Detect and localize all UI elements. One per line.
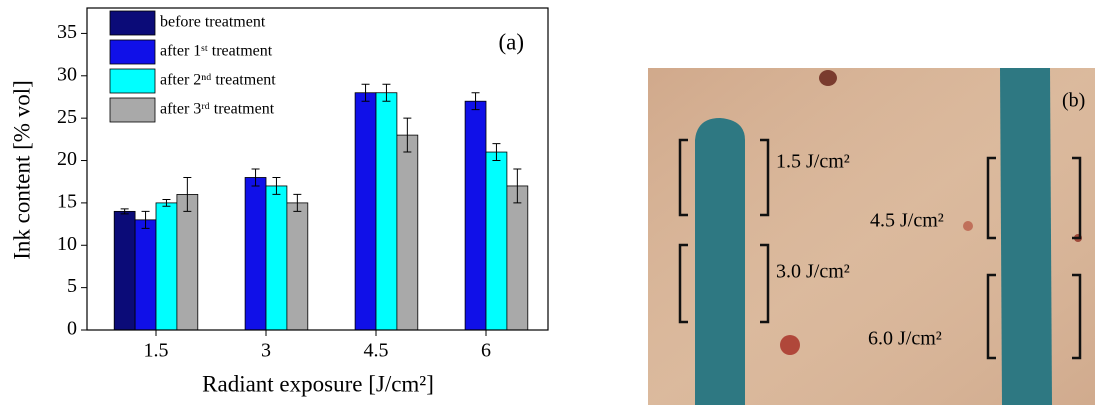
bar — [156, 203, 177, 330]
bar — [376, 93, 397, 330]
fluence-label: 3.0 J/cm² — [776, 261, 850, 283]
legend-label: before treatment — [160, 14, 266, 31]
x-tick-label: 3 — [261, 340, 271, 362]
bar — [465, 101, 486, 330]
tattoo-stripe — [695, 118, 745, 405]
legend-swatch — [110, 11, 155, 35]
legend-swatch — [110, 98, 155, 122]
y-tick-label: 30 — [57, 63, 77, 85]
fluence-label: 4.5 J/cm² — [870, 210, 944, 232]
y-tick-label: 20 — [57, 148, 77, 170]
y-tick-label: 25 — [57, 106, 77, 128]
x-axis-label: Radiant exposure [J/cm²] — [202, 371, 434, 396]
bar — [486, 152, 507, 330]
bar — [177, 194, 198, 330]
photo: (b) 1.5 J/cm² 3.0 J/cm² 4.5 J/cm² 6.0 J/… — [648, 68, 1095, 405]
bar — [114, 211, 135, 330]
legend-label: after 1ˢᵗ treatment — [160, 43, 273, 60]
fluence-label: 1.5 J/cm² — [776, 151, 850, 173]
x-tick-label: 6 — [481, 340, 491, 362]
x-tick-label: 4.5 — [364, 340, 389, 362]
bar — [287, 203, 308, 330]
bar — [135, 220, 156, 330]
tattoo-stripe — [1000, 68, 1052, 405]
legend-swatch — [110, 40, 155, 64]
y-tick-label: 35 — [57, 21, 77, 43]
fluence-label: 6.0 J/cm² — [868, 328, 942, 350]
y-tick-label: 0 — [67, 318, 77, 340]
mole — [819, 70, 837, 86]
y-tick-label: 10 — [57, 233, 77, 255]
spot — [780, 335, 800, 355]
y-tick-label: 15 — [57, 190, 77, 212]
spot — [963, 221, 973, 231]
y-tick-label: 5 — [67, 275, 77, 297]
bar — [507, 186, 528, 330]
figure: (b) 1.5 J/cm² 3.0 J/cm² 4.5 J/cm² 6.0 J/… — [0, 0, 1095, 405]
bar — [355, 93, 376, 330]
legend-label: after 2ⁿᵈ treatment — [160, 72, 276, 89]
legend-swatch — [110, 69, 155, 93]
bar — [266, 186, 287, 330]
bar — [245, 177, 266, 330]
bar — [397, 135, 418, 330]
panel-label: (a) — [498, 29, 524, 54]
y-axis-label: Ink content [% vol] — [9, 80, 34, 259]
panel-label: (b) — [1062, 90, 1085, 112]
x-tick-label: 1.5 — [144, 340, 169, 362]
legend-label: after 3ʳᵈ treatment — [160, 101, 275, 118]
